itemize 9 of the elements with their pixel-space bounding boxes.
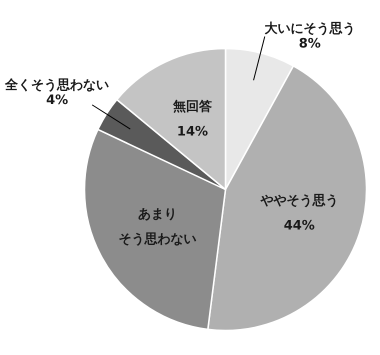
slice-label: 無回答 [172, 99, 212, 114]
slice-label: 大いにそう思う [264, 22, 356, 37]
data-label: 8% [298, 36, 321, 52]
slice-label: 全くそう思わない [4, 78, 110, 93]
data-label: 4% [46, 92, 68, 108]
slice-label: あまりそう思わない [118, 206, 197, 247]
data-label: 44% [284, 218, 315, 234]
slice-label: ややそう思う [259, 193, 338, 208]
data-label: 14% [176, 124, 208, 140]
